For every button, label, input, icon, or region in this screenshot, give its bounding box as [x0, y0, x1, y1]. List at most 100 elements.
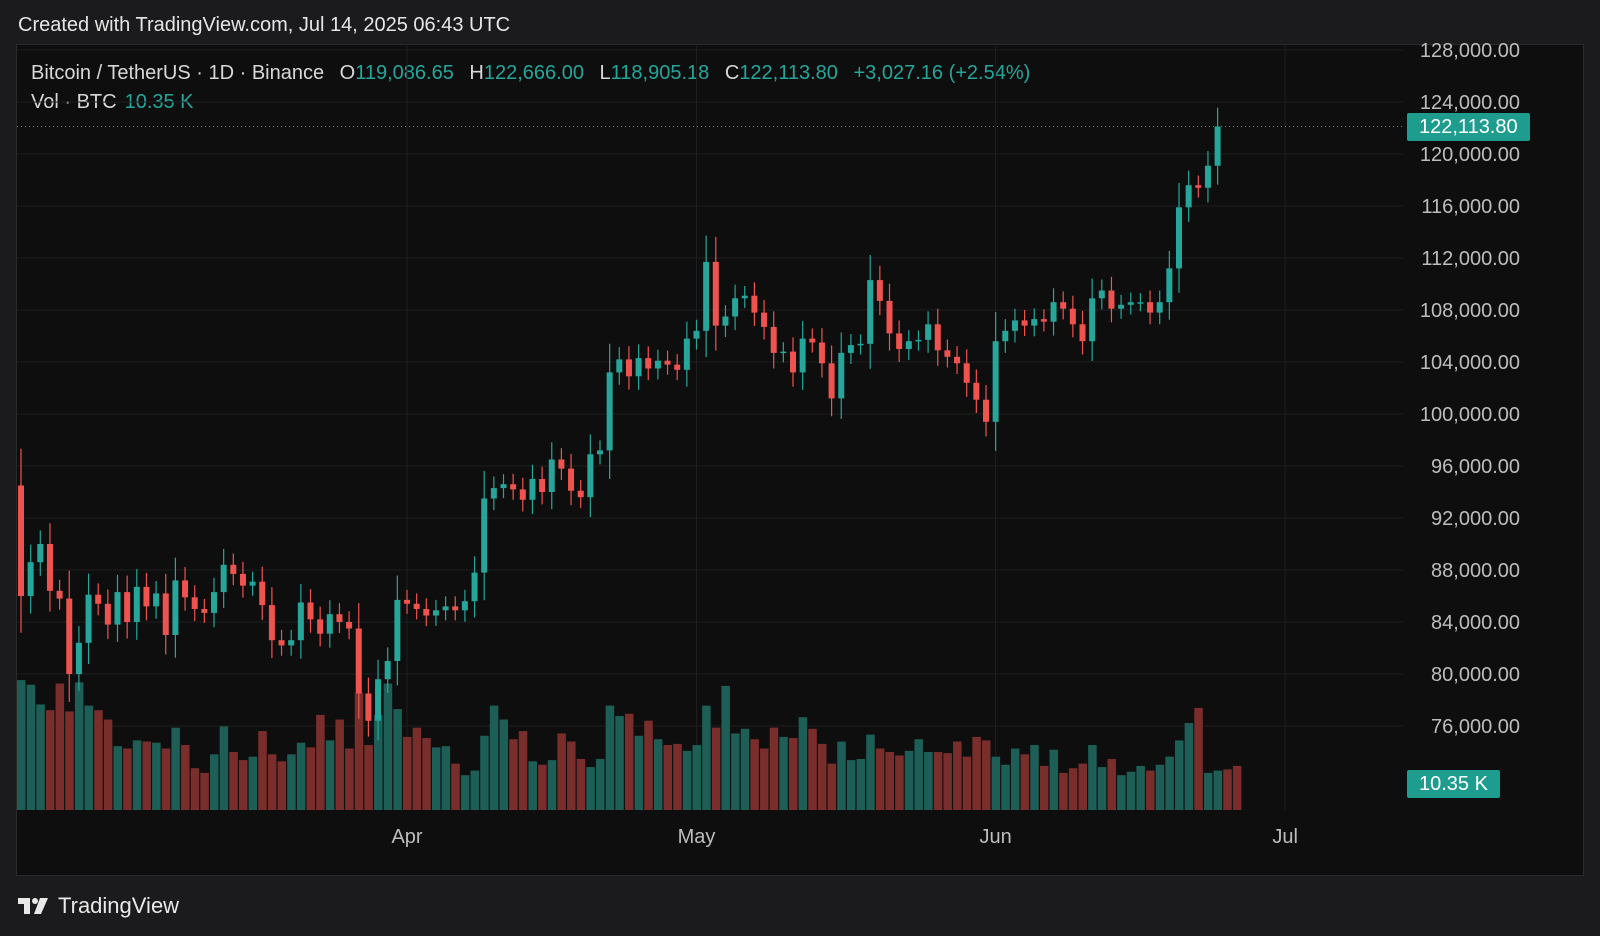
close-value: 122,113.80	[739, 62, 838, 84]
candle-body	[635, 358, 642, 377]
volume-bar	[1146, 770, 1155, 810]
candle-body	[461, 601, 468, 611]
volume-bar	[615, 716, 624, 810]
candle-body	[124, 592, 131, 622]
volume-bar	[817, 743, 827, 810]
volume-bar	[1039, 765, 1049, 810]
volume-bar	[1165, 756, 1174, 810]
volume-bar	[258, 731, 267, 810]
volume-bar	[1010, 748, 1020, 810]
candle-body	[37, 544, 44, 563]
candle-body	[954, 356, 961, 364]
candle-body	[896, 333, 903, 349]
x-tick-label: Apr	[391, 826, 422, 848]
volume-bar	[480, 735, 489, 810]
volume-bar	[663, 745, 673, 810]
volume-bar	[895, 755, 904, 810]
candle-body	[616, 359, 623, 373]
candle-body	[790, 351, 796, 373]
volume-bar	[142, 741, 151, 810]
candle-body	[973, 382, 980, 400]
volume-bar	[1232, 765, 1242, 810]
volume-bar	[789, 738, 798, 810]
candle-body	[683, 338, 690, 370]
candle-body	[481, 498, 488, 573]
candle-body	[268, 605, 275, 641]
open-value: 119,086.65	[355, 62, 454, 84]
volume-bar	[982, 740, 991, 810]
candle-body	[297, 602, 304, 641]
candle-body	[983, 399, 989, 422]
candle-body	[104, 603, 111, 625]
tradingview-logo-icon	[18, 898, 48, 914]
candle-body	[1098, 290, 1105, 299]
candle-body	[809, 338, 816, 343]
volume-bar	[499, 719, 508, 810]
volume-bar	[682, 750, 692, 810]
candle-body	[85, 594, 92, 643]
volume-bar	[113, 746, 122, 810]
volume-bar	[364, 745, 373, 810]
volume-bar	[953, 741, 962, 810]
candle-body	[239, 573, 246, 586]
symbol-label: Bitcoin / TetherUS · 1D · Binance	[31, 62, 325, 84]
volume-bar	[798, 717, 808, 810]
candle-body	[818, 342, 825, 364]
candle-body	[992, 341, 999, 422]
volume-bar	[74, 682, 84, 810]
candle-body	[625, 359, 632, 377]
candle-body	[1031, 319, 1038, 326]
volume-bar	[875, 748, 885, 810]
candle-body	[944, 350, 951, 357]
candle-body	[442, 606, 449, 611]
volume-bar	[17, 680, 26, 810]
candle-body	[1127, 302, 1134, 305]
volume-bar	[750, 739, 759, 810]
change-value: +3,027.16 (+2.54%)	[853, 62, 1031, 84]
volume-bar	[943, 753, 952, 810]
candle-body	[1108, 290, 1115, 309]
candle-body	[56, 590, 63, 599]
candle-body	[1040, 319, 1047, 322]
candle-body	[934, 324, 941, 351]
volume-bar	[547, 760, 557, 810]
volume-bar	[933, 752, 943, 810]
brand-name: TradingView	[58, 893, 180, 918]
x-tick-label: Jul	[1272, 826, 1298, 848]
candle-body	[114, 592, 121, 625]
volume-bar	[1030, 745, 1039, 810]
candle-body	[1195, 185, 1202, 188]
y-tick-label: 128,000.00	[1420, 40, 1520, 62]
volume-bar	[219, 726, 229, 810]
volume-bar	[914, 739, 923, 810]
candle-body	[66, 598, 73, 674]
candle-body	[577, 490, 584, 498]
candle-body	[674, 364, 681, 370]
y-tick-label: 88,000.00	[1431, 560, 1520, 582]
volume-bar	[837, 741, 846, 810]
volume-bar	[229, 752, 238, 810]
volume-bar	[200, 772, 209, 810]
y-tick-label: 108,000.00	[1420, 300, 1520, 322]
volume-bar	[374, 714, 383, 810]
candle-body	[1002, 330, 1009, 342]
candle-body	[963, 363, 970, 383]
y-tick-label: 76,000.00	[1431, 716, 1520, 738]
volume-bar	[489, 705, 499, 810]
candle-body	[1089, 298, 1096, 342]
candle-body	[452, 606, 459, 611]
chart-caption: Created with TradingView.com, Jul 14, 20…	[18, 14, 511, 36]
volume-bar	[36, 704, 45, 810]
volume-bar	[624, 713, 634, 810]
candle-body	[770, 326, 777, 353]
candle-body	[558, 459, 565, 469]
candle-body	[741, 295, 748, 299]
volume-bar	[422, 738, 431, 810]
volume-bar	[248, 756, 258, 810]
volume-bar	[26, 684, 36, 810]
volume-bar	[760, 748, 769, 810]
y-tick-label: 96,000.00	[1431, 456, 1520, 478]
candle-body	[317, 619, 324, 634]
volume-bar	[335, 719, 344, 810]
